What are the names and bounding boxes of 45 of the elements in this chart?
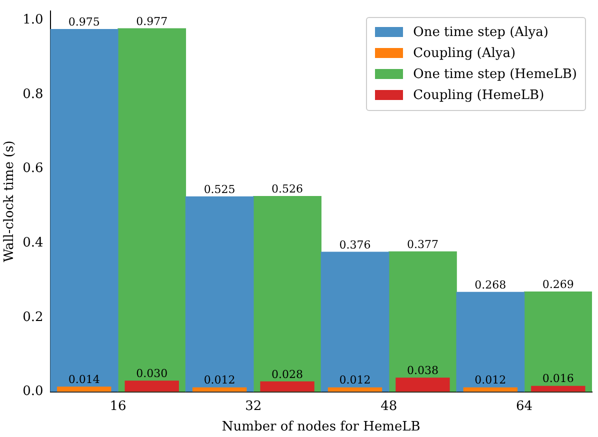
bar [320, 252, 390, 392]
y-tick-label: 0.2 [22, 310, 44, 325]
data-label: 0.526 [272, 182, 304, 196]
y-axis-title: Wall-clock time (s) [2, 140, 18, 262]
bar [253, 196, 322, 392]
bar [531, 386, 586, 392]
bar [118, 28, 186, 392]
data-label: 0.977 [136, 15, 168, 28]
data-label: 0.014 [68, 372, 100, 386]
data-label: 0.012 [339, 374, 371, 387]
y-tick-label: 0.6 [22, 161, 44, 176]
legend-label: One time step (HemeLB) [413, 66, 577, 82]
bar [260, 381, 314, 392]
x-tick-label: 32 [245, 398, 262, 414]
bar [456, 292, 525, 392]
legend-label: Coupling (HemeLB) [413, 88, 544, 103]
bar [50, 29, 118, 392]
legend-label: Coupling (Alya) [413, 46, 516, 61]
y-tick-label: 0.0 [22, 384, 44, 400]
data-label: 0.028 [272, 368, 304, 381]
data-label: 0.012 [204, 374, 236, 387]
data-label: 0.376 [339, 238, 371, 252]
x-tick-label: 48 [380, 398, 398, 414]
legend-label: One time step (Alya) [413, 24, 548, 40]
data-label: 0.975 [68, 16, 100, 29]
y-tick-label: 0.8 [22, 86, 44, 102]
data-label: 0.030 [136, 367, 168, 380]
y-tick-label: 0.4 [22, 235, 44, 250]
x-tick-label: 64 [516, 398, 533, 414]
data-label: 0.269 [542, 278, 574, 292]
data-label: 0.525 [204, 183, 236, 196]
x-tick-label: 16 [110, 398, 126, 414]
data-label: 0.012 [474, 374, 506, 387]
bar [124, 380, 179, 392]
data-label: 0.016 [542, 372, 574, 386]
bar [185, 196, 254, 392]
data-label: 0.268 [474, 278, 506, 292]
data-label: 0.038 [406, 364, 438, 378]
bar [57, 386, 112, 392]
data-label: 0.377 [406, 238, 438, 252]
bar [524, 291, 592, 392]
bar [388, 251, 457, 392]
x-axis-title: Number of nodes for HemeLB [222, 420, 420, 435]
y-tick-label: 1.0 [22, 12, 44, 28]
bar [396, 378, 450, 392]
